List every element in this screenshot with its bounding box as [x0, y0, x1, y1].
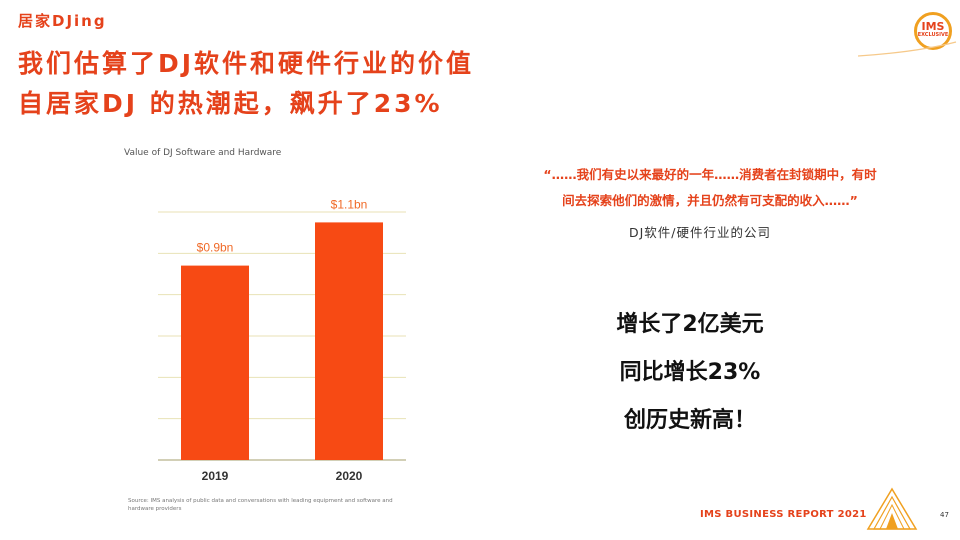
ims-logo: IMS EXCLUSIVE: [914, 12, 952, 50]
bar-value-label: $1.1bn: [331, 197, 368, 211]
bar-chart: $0.9bn 2019 $1.1bn 2020: [158, 197, 406, 483]
headline-line-2: 自居家DJ 的热潮起，飙升了23%: [18, 89, 443, 118]
quote: “……我们有史以来最好的一年……消费者在封锁期中，有时 间去探索他们的激情，并且…: [470, 162, 950, 214]
chart-title: Value of DJ Software and Hardware: [124, 148, 282, 158]
chart-source: Source: IMS analysis of public data and …: [128, 498, 393, 512]
section-tag: 居家DJing: [18, 12, 107, 30]
headline: 我们估算了DJ软件和硬件行业的价值 自居家DJ 的热潮起，飙升了23%: [18, 44, 638, 124]
x-tick-label: 2019: [202, 469, 229, 483]
stat-growth-amount: 增长了2亿美元: [616, 312, 764, 337]
stat-record-high: 创历史新高！: [623, 408, 756, 433]
bar-2019: [181, 265, 249, 460]
quote-line-1: “……我们有史以来最好的一年……消费者在封锁期中，有时: [543, 167, 877, 182]
bar-2020: [315, 222, 383, 460]
page-number: 47: [940, 511, 949, 519]
stat-growth-percent: 同比增长23%: [619, 360, 761, 385]
x-tick-label: 2020: [336, 469, 363, 483]
logo-subtext: EXCLUSIVE: [917, 32, 949, 38]
footer-report-title: IMS BUSINESS REPORT 2021: [700, 509, 867, 520]
ims-triangle-mark-icon: [866, 487, 918, 530]
logo-swoosh-icon: [858, 41, 957, 57]
headline-line-1: 我们估算了DJ软件和硬件行业的价值: [18, 49, 475, 78]
quote-attribution: DJ软件/硬件行业的公司: [628, 225, 772, 240]
quote-line-2: 间去探索他们的激情，并且仍然有可支配的收入……”: [562, 193, 858, 208]
bar-value-label: $0.9bn: [197, 241, 234, 255]
logo-text: IMS: [921, 20, 945, 33]
